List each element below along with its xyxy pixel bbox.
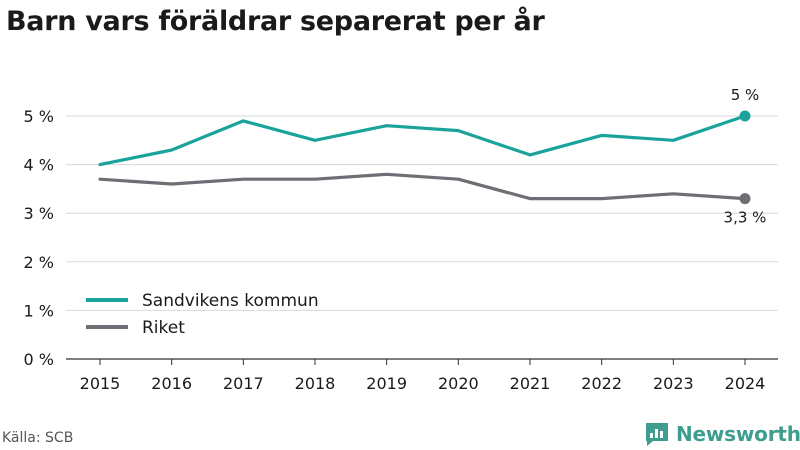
end-point-marker — [739, 110, 751, 122]
x-tick-label: 2019 — [366, 374, 407, 393]
x-tick-label: 2020 — [438, 374, 479, 393]
legend-label: Sandvikens kommun — [142, 291, 319, 311]
y-tick-label: 2 % — [24, 253, 54, 272]
x-tick-label: 2023 — [653, 374, 694, 393]
x-tick-label: 2021 — [510, 374, 551, 393]
legend-label: Riket — [142, 318, 185, 338]
end-value-label: 5 % — [731, 86, 760, 104]
x-tick-label: 2016 — [151, 374, 192, 393]
chart-title: Barn vars föräldrar separerat per år — [6, 6, 545, 37]
newsworthy-logo-icon — [646, 423, 668, 446]
x-tick-label: 2024 — [725, 374, 766, 393]
x-tick-label: 2022 — [581, 374, 622, 393]
y-tick-label: 1 % — [24, 301, 54, 320]
series-line-sandvikens-kommun — [98, 114, 747, 167]
series-line-riket — [98, 172, 747, 201]
x-tick-label: 2017 — [223, 374, 264, 393]
gridlines — [66, 115, 778, 360]
series-lines: 5 % 3,3 % — [98, 86, 767, 227]
y-tick-label: 3 % — [24, 204, 54, 223]
x-tick-label: 2015 — [80, 374, 121, 393]
legend: Sandvikens kommun Riket — [86, 291, 319, 338]
y-tick-label: 0 % — [24, 350, 54, 369]
x-axis-ticks: 2015 2016 2017 2018 2019 2020 2021 2022 2023 2024 — [80, 359, 766, 393]
source-note: Källa: SCB — [2, 430, 74, 446]
x-tick-label: 2018 — [295, 374, 336, 393]
end-point-marker — [739, 193, 751, 205]
y-tick-label: 5 % — [24, 107, 54, 126]
brand-name: Newsworthy — [676, 422, 800, 446]
y-tick-label: 4 % — [24, 156, 54, 175]
end-value-label: 3,3 % — [724, 209, 767, 227]
brand-logo: Newsworthy — [644, 419, 800, 449]
y-axis-ticks: 0 % 1 % 2 % 3 % 4 % 5 % — [24, 107, 54, 369]
